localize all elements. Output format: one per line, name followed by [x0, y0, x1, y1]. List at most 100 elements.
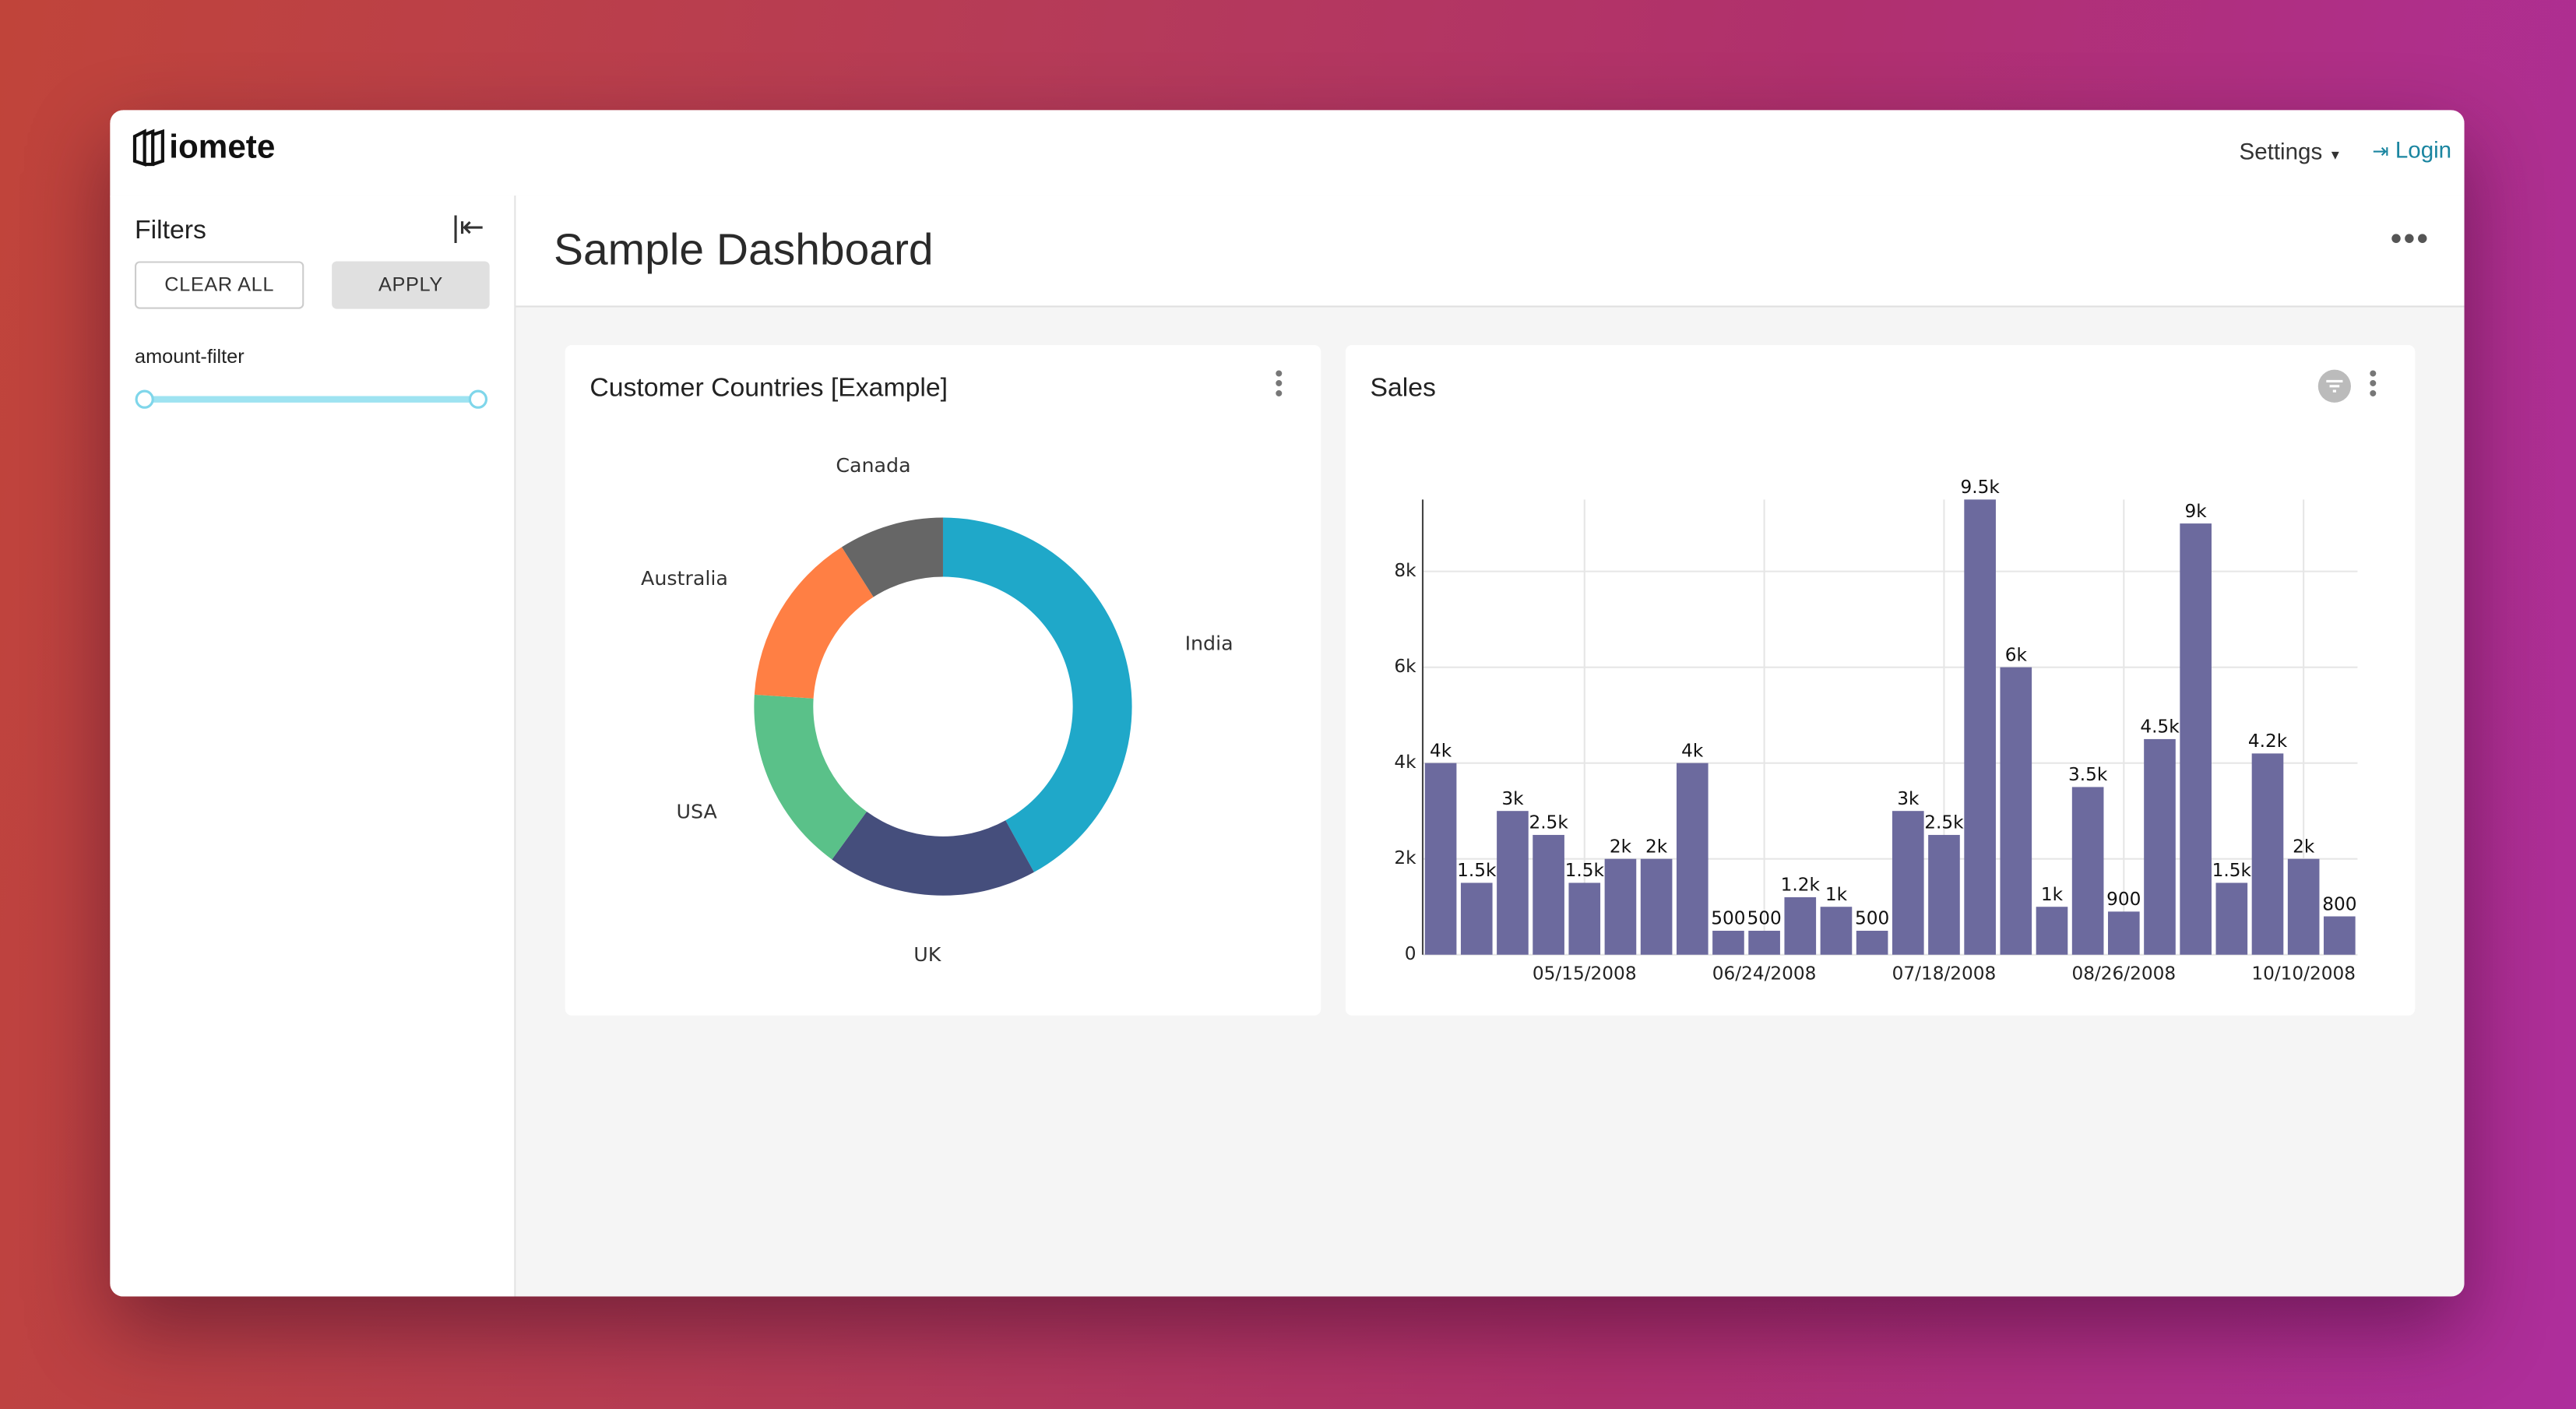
filters-title: Filters [134, 217, 206, 245]
bar [2071, 787, 2104, 955]
filter-label: amount-filter [134, 345, 245, 368]
chart-title: Customer Countries [Example] [589, 375, 948, 403]
value-label: 1k [1825, 884, 1848, 905]
x-tick-label: 07/18/2008 [1892, 963, 1997, 985]
pie-slice [754, 547, 874, 699]
bar [2251, 753, 2284, 955]
bar [2036, 907, 2068, 955]
slice-label: India [1185, 632, 1233, 654]
bar [1497, 811, 1529, 955]
chart-svg: 0 2k 4k 6k 8k 05/15/2008 06/24/2008 07/18/2008 0… [1394, 477, 2358, 985]
pie-slice [841, 517, 943, 597]
value-label: 1.5k [1565, 860, 1605, 881]
filter-icon[interactable] [2317, 368, 2353, 404]
filters-sidebar: Filters |⇤ CLEAR ALL APPLY amount-filter [110, 195, 516, 1297]
logo-icon [132, 129, 164, 167]
value-label: 2k [2293, 836, 2315, 857]
bar [2000, 667, 2032, 955]
value-label: 4k [1430, 740, 1452, 761]
value-label: 4.2k [2248, 731, 2288, 752]
bar [1856, 930, 1888, 955]
bar [1604, 858, 1637, 955]
value-label: 3k [1501, 788, 1524, 809]
pie-slice [942, 517, 1132, 872]
bar [1640, 858, 1673, 955]
login-text[interactable]: Login [2395, 136, 2452, 163]
clear-all-button[interactable]: CLEAR ALL [134, 261, 304, 309]
x-tick-label: 05/15/2008 [1533, 963, 1637, 985]
bar [1964, 499, 1996, 955]
y-tick-label: 8k [1394, 560, 1416, 581]
value-label: 2k [1645, 836, 1668, 857]
logo-text[interactable]: iomete [169, 129, 276, 167]
bar [2180, 523, 2212, 955]
chart-card: Sales • • • 0 2k 4k 6k 8k 05/15/2008 06/24/2008 0… [1345, 345, 2416, 1016]
slice-label: UK [913, 943, 942, 966]
bar [1533, 834, 1564, 955]
bar [1424, 763, 1457, 955]
bar [1712, 930, 1744, 955]
value-label: 4k [1681, 740, 1704, 761]
dashboard-title: Sample Dashboard [553, 225, 934, 275]
value-label: 1.2k [1781, 875, 1821, 896]
bar [2215, 882, 2248, 955]
bar [2324, 916, 2356, 955]
settings-text[interactable]: Settings [2239, 138, 2323, 164]
dashboard-header: Sample Dashboard ••• [516, 195, 2465, 308]
slice-label: Canada [836, 454, 910, 477]
value-label: 6k [2005, 644, 2028, 665]
value-label: 1.5k [1457, 860, 1497, 881]
bar [1784, 896, 1817, 955]
value-label: 3.5k [2068, 764, 2108, 785]
value-label: 9k [2185, 501, 2208, 522]
value-label: 500 [1747, 908, 1781, 929]
top-nav: iomete Settings ▼ ⇥ Login [110, 110, 2465, 198]
bar [1820, 907, 1853, 955]
login-link[interactable]: ⇥ Login [2372, 136, 2452, 163]
slice-label: Australia [641, 567, 728, 590]
value-label: 500 [1711, 908, 1745, 929]
dashboard-menu[interactable]: ••• [2390, 221, 2430, 259]
chart-svg: India UK USA Australia Canada [641, 454, 1233, 966]
slice-label: USA [676, 801, 717, 823]
pie-slice [754, 694, 867, 860]
y-tick-label: 6k [1394, 656, 1416, 677]
apply-button[interactable]: APPLY [332, 261, 490, 309]
bar [1892, 811, 1924, 955]
x-tick-label: 10/10/2008 [2251, 963, 2356, 985]
value-label: 2.5k [1529, 812, 1568, 833]
bar [1568, 882, 1601, 955]
bar [2107, 911, 2140, 955]
value-label: 900 [2106, 889, 2141, 910]
value-label: 500 [1855, 908, 1889, 929]
pie-slice [832, 812, 1034, 896]
y-tick-label: 0 [1405, 943, 1416, 964]
y-tick-label: 2k [1394, 847, 1416, 868]
bar [1460, 882, 1493, 955]
chart-card: Customer Countries [Example] • • • India UK… [565, 345, 1321, 1016]
app-window: iomete Settings ▼ ⇥ Login Filters |⇤ CLE… [110, 110, 2465, 1297]
collapse-button[interactable]: |⇤ [452, 210, 484, 244]
bar [2287, 858, 2320, 955]
chart-title: Sales [1370, 375, 1436, 403]
value-label: 2k [1610, 836, 1632, 857]
y-tick-label: 4k [1394, 752, 1416, 773]
bar [1928, 834, 1960, 955]
value-label: 2.5k [1924, 812, 1964, 833]
value-label: 9.5k [1960, 477, 2000, 498]
chart-menu[interactable]: • • • [1275, 360, 1283, 407]
bar [2144, 738, 2176, 955]
x-tick-label: 06/24/2008 [1712, 963, 1817, 985]
range-slider[interactable] [133, 388, 491, 411]
value-label: 1k [2041, 884, 2064, 905]
bar [1676, 763, 1709, 955]
chart-menu[interactable]: • • • [2369, 360, 2377, 407]
value-label: 3k [1897, 788, 1920, 809]
value-label: 800 [2322, 893, 2356, 914]
bar [1748, 930, 1780, 955]
value-label: 1.5k [2212, 860, 2252, 881]
value-label: 4.5k [2140, 717, 2180, 738]
settings-menu[interactable]: Settings ▼ [2239, 138, 2342, 164]
